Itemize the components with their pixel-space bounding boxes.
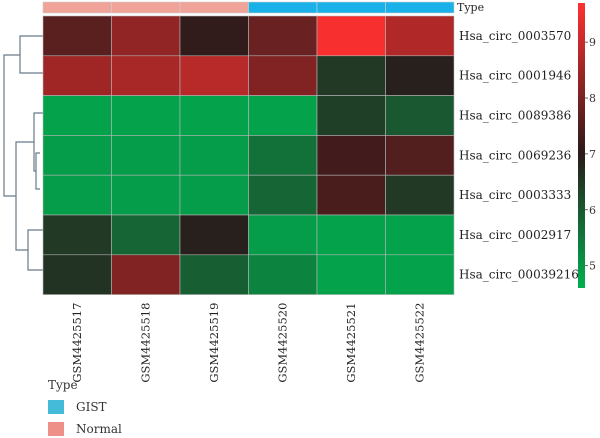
heatmap-cell-r2-c3 xyxy=(248,95,318,136)
column-label: GSM4425520 xyxy=(276,303,290,383)
type-annotation-label: Type xyxy=(457,1,484,14)
heatmap-cell-r5-c2 xyxy=(179,214,249,256)
row-label: Hsa_circ_0089386 xyxy=(459,109,571,123)
legend-item-normal: Normal xyxy=(48,422,122,436)
heatmap-cell-r3-c4 xyxy=(316,135,386,176)
color-scale-tick-label: 8 xyxy=(589,92,596,105)
heatmap-cell-r6-c5 xyxy=(385,254,455,295)
heatmap-cell-r1-c4 xyxy=(316,55,386,96)
heatmap-cell-r0-c0 xyxy=(42,15,112,57)
row-dendrogram xyxy=(3,35,43,271)
heatmap-cell-r6-c1 xyxy=(111,254,181,295)
heatmap-cell-r6-c2 xyxy=(179,254,249,295)
heatmap-cell-r3-c5 xyxy=(385,135,455,176)
heatmap-cell-r4-c3 xyxy=(248,174,318,216)
type-cell-1 xyxy=(111,1,181,14)
heatmap-cell-r0-c1 xyxy=(111,15,181,57)
type-cell-2 xyxy=(179,1,249,14)
type-annotation-bar xyxy=(42,1,455,14)
legend-title: Type xyxy=(48,378,78,392)
row-label: Hsa_circ_00039216 xyxy=(459,268,579,282)
heatmap-cell-r5-c5 xyxy=(385,214,455,256)
heatmap-cell-r3-c1 xyxy=(111,135,181,176)
color-scale-tick-label: 5 xyxy=(589,260,596,273)
row-label: Hsa_circ_0001946 xyxy=(459,69,571,83)
heatmap-cell-r2-c0 xyxy=(42,95,112,136)
heatmap-cell-r0-c3 xyxy=(248,15,318,57)
row-labels: Hsa_circ_0003570 Hsa_circ_0001946 Hsa_circ… xyxy=(459,29,579,282)
heatmap-cell-r0-c5 xyxy=(385,15,455,57)
color-scale-tick-label: 7 xyxy=(589,148,596,161)
row-label: Hsa_circ_0003570 xyxy=(459,29,571,43)
heatmap-cell-r5-c3 xyxy=(248,214,318,256)
heatmap-cell-r4-c4 xyxy=(316,174,386,216)
color-scale-tick-label: 9 xyxy=(589,36,596,49)
legend-label-normal: Normal xyxy=(76,422,122,436)
heatmap-cell-r1-c1 xyxy=(111,55,181,96)
heatmap-cell-r3-c0 xyxy=(42,135,112,176)
type-cell-4 xyxy=(316,1,386,14)
heatmap-cell-r1-c0 xyxy=(42,55,112,96)
column-labels: GSM4425517 GSM4425518 GSM4425519 GSM4425520… xyxy=(70,303,427,383)
color-scale-tick-label: 6 xyxy=(589,204,596,217)
color-scale-bar: 5 6 7 8 9 xyxy=(578,3,596,288)
heatmap-cell-r3-c2 xyxy=(179,135,249,176)
heatmap-cell-r4-c5 xyxy=(385,174,455,216)
heatmap-cell-r5-c0 xyxy=(42,214,112,256)
type-cell-5 xyxy=(385,1,455,14)
heatmap-cell-r6-c3 xyxy=(248,254,318,295)
heatmap-cell-r4-c1 xyxy=(111,174,181,216)
column-label: GSM4425522 xyxy=(413,303,427,383)
type-cell-0 xyxy=(42,1,112,14)
row-label: Hsa_circ_0003333 xyxy=(459,188,571,202)
heatmap-cell-r2-c5 xyxy=(385,95,455,136)
heatmap-cell-r0-c2 xyxy=(179,15,249,57)
row-label: Hsa_circ_0002917 xyxy=(459,228,571,242)
heatmap-cell-r2-c1 xyxy=(111,95,181,136)
legend-label-gist: GIST xyxy=(76,400,107,414)
color-scale-gradient xyxy=(578,3,585,288)
legend-swatch-normal xyxy=(48,422,64,436)
heatmap-cell-r4-c0 xyxy=(42,174,112,216)
heatmap-cell-r1-c5 xyxy=(385,55,455,96)
heatmap-cell-r4-c2 xyxy=(179,174,249,216)
legend-swatch-gist xyxy=(48,400,64,414)
heatmap-cell-r2-c4 xyxy=(316,95,386,136)
heatmap-cell-r6-c4 xyxy=(316,254,386,295)
row-label: Hsa_circ_0069236 xyxy=(459,148,571,162)
heatmap-cell-r5-c4 xyxy=(316,214,386,256)
heatmap-cell-r0-c4 xyxy=(316,15,386,57)
column-label: GSM4425519 xyxy=(207,303,221,383)
heatmap-cell-r6-c0 xyxy=(42,254,112,295)
heatmap-cell-r5-c1 xyxy=(111,214,181,256)
heatmap-cell-r2-c2 xyxy=(179,95,249,136)
type-cell-3 xyxy=(248,1,318,14)
column-label: GSM4425518 xyxy=(139,303,153,383)
column-label: GSM4425521 xyxy=(344,303,358,383)
heatmap-cell-r3-c3 xyxy=(248,135,318,176)
heatmap-cell-r1-c2 xyxy=(179,55,249,96)
legend-item-gist: GIST xyxy=(48,400,107,414)
column-label: GSM4425517 xyxy=(70,303,84,383)
heatmap-cell-r1-c3 xyxy=(248,55,318,96)
heatmap-cells xyxy=(42,15,455,295)
